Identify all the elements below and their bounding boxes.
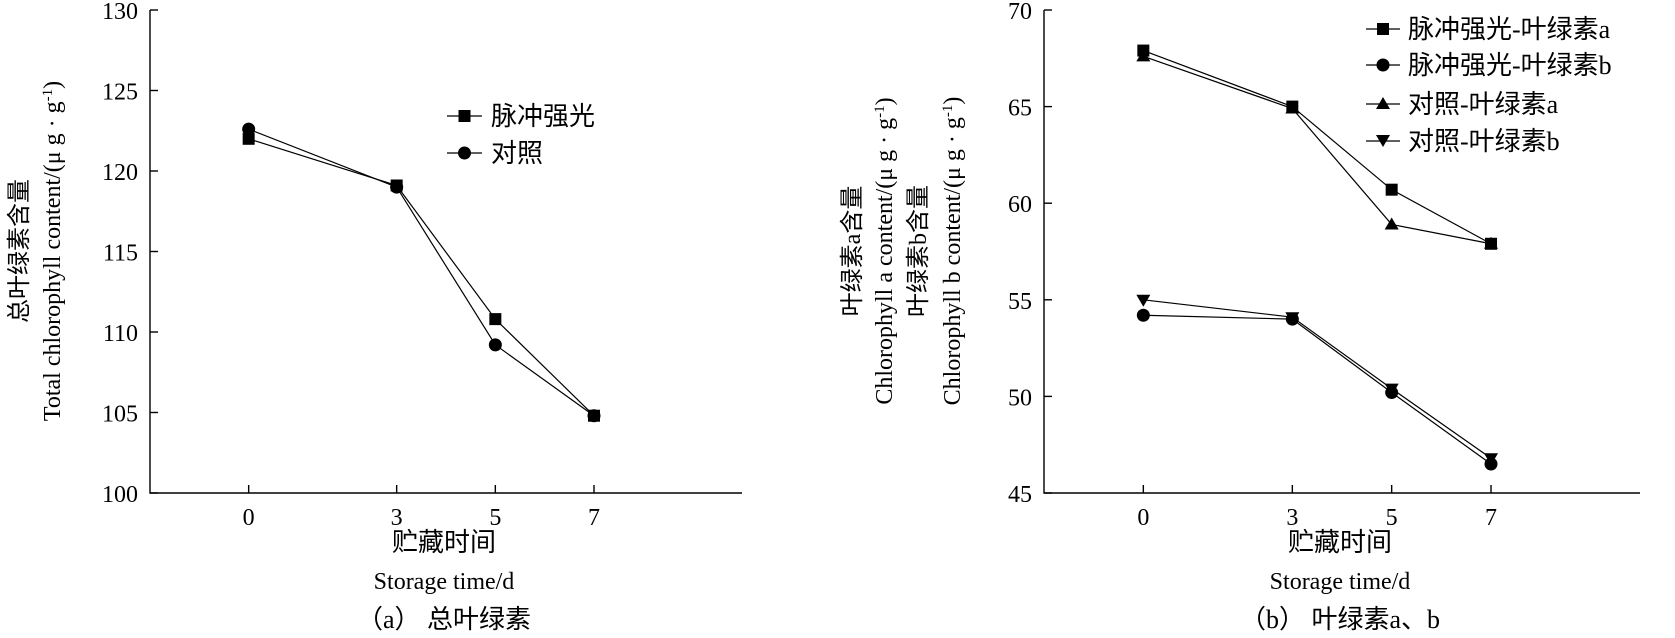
x-tick-label: 7 <box>1485 505 1497 531</box>
x-tick-label: 5 <box>489 505 501 531</box>
panel-b-ylabel-b-en-sup: -1 <box>940 105 956 118</box>
panel-b-ylabel-a-en: Chlorophyll a content/(μ g · g-1) <box>872 97 898 404</box>
panel-a-legend-label-1: 脉冲强光 <box>491 102 595 131</box>
panel-b-ticks: 45 50 55 60 65 70 0 3 5 7 <box>1008 0 1497 531</box>
y-tick-label: 65 <box>1008 96 1032 122</box>
y-tick-label: 70 <box>1008 0 1032 25</box>
panel-b-ylabel-a-cn: 叶绿素a含量 <box>839 186 866 317</box>
x-tick-label: 0 <box>1137 505 1149 531</box>
y-tick-label: 45 <box>1008 482 1032 508</box>
data-point-circle <box>587 409 601 423</box>
panel-b-legend-label-1: 脉冲强光-叶绿素a <box>1408 15 1611 44</box>
data-point-circle <box>242 122 256 136</box>
panel-a-legend-circle-icon <box>458 146 471 160</box>
panel-b-legend: 脉冲强光-叶绿素a 脉冲强光-叶绿素b 对照-叶绿素a 对照-叶绿素b <box>1366 15 1612 156</box>
panel-b-caption: （b） 叶绿素a、b <box>1240 605 1440 634</box>
x-tick-label: 0 <box>243 505 255 531</box>
panel-b-ylabel-a-en-sup: -1 <box>872 105 888 118</box>
panel-b-ylabel-a-en-close: ) <box>872 97 898 105</box>
panel-a-legend-square-icon <box>458 110 471 122</box>
panel-b-axes-frame <box>1043 10 1640 494</box>
series-line-3 <box>1143 55 1492 245</box>
panel-a-caption: （a） 总叶绿素 <box>357 605 531 634</box>
data-point-square <box>489 313 502 326</box>
panel-a-xlabel-en: Storage time/d <box>374 569 515 595</box>
panel-b-legend-triangle-down-icon <box>1376 135 1390 147</box>
panel-b-legend-triangle-up-icon <box>1376 97 1390 109</box>
panel-a-ylabel-cn: 总叶绿素含量 <box>6 179 33 323</box>
data-point-triangle-up <box>1136 49 1151 62</box>
panel-a-legend: 脉冲强光 对照 <box>447 102 595 168</box>
y-tick-label: 125 <box>102 80 138 106</box>
panel-a-ticks: 100 105 110 115 120 125 130 0 3 5 7 <box>102 0 600 531</box>
y-tick-label: 100 <box>102 482 138 508</box>
panel-a-ylabel-en-main: Total chlorophyll content/(μ g · g <box>40 101 66 421</box>
series-line-2 <box>1143 314 1492 465</box>
panel-b-legend-square-icon <box>1377 23 1389 35</box>
data-point-triangle-down <box>1384 383 1399 396</box>
y-tick-label: 105 <box>102 402 138 428</box>
data-point-triangle-up <box>1384 217 1399 230</box>
series-line-1 <box>248 138 595 417</box>
panel-b-series <box>1136 44 1498 471</box>
panel-a-xlabel-cn: 贮藏时间 <box>392 528 496 557</box>
x-tick-label: 3 <box>1286 505 1298 531</box>
panel-a-ylabel-en: Total chlorophyll content/(μ g · g-1) <box>40 81 66 421</box>
panel-b-ylabel-b-en-main: Chlorophyll b content/(μ g · g <box>940 117 966 405</box>
data-point-square <box>242 132 255 145</box>
x-tick-label: 5 <box>1386 505 1398 531</box>
data-point-triangle-down <box>1285 312 1300 325</box>
panel-b-ylabel-b-en-close: ) <box>940 97 966 105</box>
series-line-4 <box>1143 299 1492 459</box>
data-point-triangle-up <box>1285 101 1300 114</box>
panel-b-legend-label-3: 对照-叶绿素a <box>1408 90 1559 119</box>
series-line-1 <box>1143 50 1492 245</box>
panel-b-xlabel-en: Storage time/d <box>1270 569 1411 595</box>
y-tick-label: 130 <box>102 0 138 25</box>
panel-b-legend-circle-icon <box>1376 58 1390 72</box>
x-tick-label: 7 <box>588 505 600 531</box>
panel-b-ylabel-a-en-main: Chlorophyll a content/(μ g · g <box>872 118 898 405</box>
panel-a-series <box>242 122 601 423</box>
panel-a-total-chlorophyll: 100 105 110 115 120 125 130 0 3 5 7 总叶绿素含量 Total c… <box>6 0 742 634</box>
y-tick-label: 50 <box>1008 385 1032 411</box>
x-tick-label: 3 <box>391 505 403 531</box>
y-tick-label: 120 <box>102 160 138 186</box>
data-point-square <box>1385 183 1398 196</box>
y-tick-label: 60 <box>1008 192 1032 218</box>
y-tick-label: 115 <box>103 241 138 267</box>
panel-b-legend-label-2: 脉冲强光-叶绿素b <box>1408 51 1612 80</box>
data-point-circle <box>390 180 404 194</box>
panel-b-ylabel-b-cn: 叶绿素b含量 <box>905 185 932 317</box>
panel-b-xlabel-cn: 贮藏时间 <box>1288 528 1392 557</box>
panel-a-ylabel-en-sup: -1 <box>40 89 56 102</box>
data-point-triangle-down <box>1136 294 1151 307</box>
data-point-triangle-up <box>1484 236 1498 249</box>
data-point-circle <box>1136 308 1150 322</box>
series-line-2 <box>248 128 595 417</box>
y-tick-label: 110 <box>103 321 138 347</box>
panel-b-chlorophyll-a-b: 45 50 55 60 65 70 0 3 5 7 叶绿素a含量 Chlorophyll a co… <box>839 0 1640 634</box>
panel-b-legend-label-4: 对照-叶绿素b <box>1408 127 1560 156</box>
data-point-circle <box>488 338 502 352</box>
data-point-triangle-down <box>1484 453 1498 466</box>
panel-a-ylabel-en-close: ) <box>40 81 66 89</box>
panel-a-legend-label-2: 对照 <box>491 139 543 168</box>
y-tick-label: 55 <box>1008 289 1032 315</box>
panel-b-ylabel-b-en: Chlorophyll b content/(μ g · g-1) <box>940 97 966 406</box>
